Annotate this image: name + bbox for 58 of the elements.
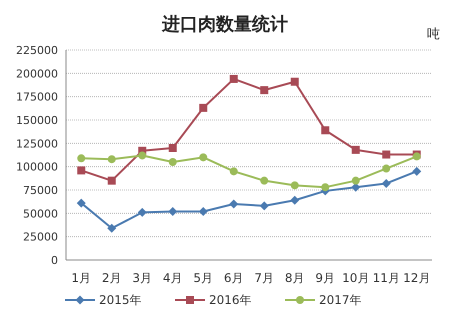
point [229,200,238,208]
x-tick-label: 6月 [224,271,244,285]
chart-title: 进口肉数量统计 [161,14,288,35]
point [108,176,116,185]
y-tick-label: 0 [51,254,58,267]
point [168,158,177,166]
point [198,206,208,216]
point [108,155,116,164]
y-tick-label: 150000 [16,114,58,127]
y-tick-label: 200000 [16,67,58,80]
point [138,208,147,217]
point [168,206,178,216]
y-tick-label: 50000 [23,207,58,220]
point [352,176,360,185]
x-tick-label: 1月 [71,271,92,285]
legend-label: 2016年 [209,293,252,307]
y-tick-label: 125000 [16,137,58,150]
x-tick-label: 9月 [315,271,336,285]
x-tick-label: 4月 [162,271,183,285]
x-tick-label: 5月 [193,271,214,285]
point [77,154,86,162]
y-tick-label: 225000 [16,44,58,57]
x-tick-label: 3月 [132,271,152,285]
x-tick-label: 10月 [342,271,370,285]
point [230,167,238,176]
y-tick-label: 100000 [16,160,58,174]
point [382,150,390,159]
point [321,126,330,134]
point [168,144,177,152]
point [77,166,86,174]
point [138,151,146,160]
point [290,196,300,205]
point [260,201,269,210]
point [412,166,422,176]
point [352,146,360,154]
point [382,178,391,188]
y-tick-label: 25000 [23,230,58,244]
point [199,153,208,162]
point [290,181,299,190]
legend-label: 2015年 [99,293,142,307]
x-tick-label: 11月 [372,271,400,285]
point [199,104,208,112]
point [290,78,299,86]
x-tick-label: 7月 [254,271,274,285]
x-tick-label: 2月 [102,271,122,285]
y-tick-label: 175000 [16,90,58,104]
legend-label: 2017年 [319,293,362,307]
point [230,74,238,83]
y-tick-label: 75000 [23,184,58,197]
x-tick-label: 8月 [284,271,305,285]
point [260,176,268,185]
point [321,183,330,192]
point [76,198,86,208]
point [382,164,390,173]
point [107,224,116,233]
x-tick-label: 12月 [403,271,430,285]
y-axis-title: 吨 [427,27,440,42]
point [260,86,268,94]
